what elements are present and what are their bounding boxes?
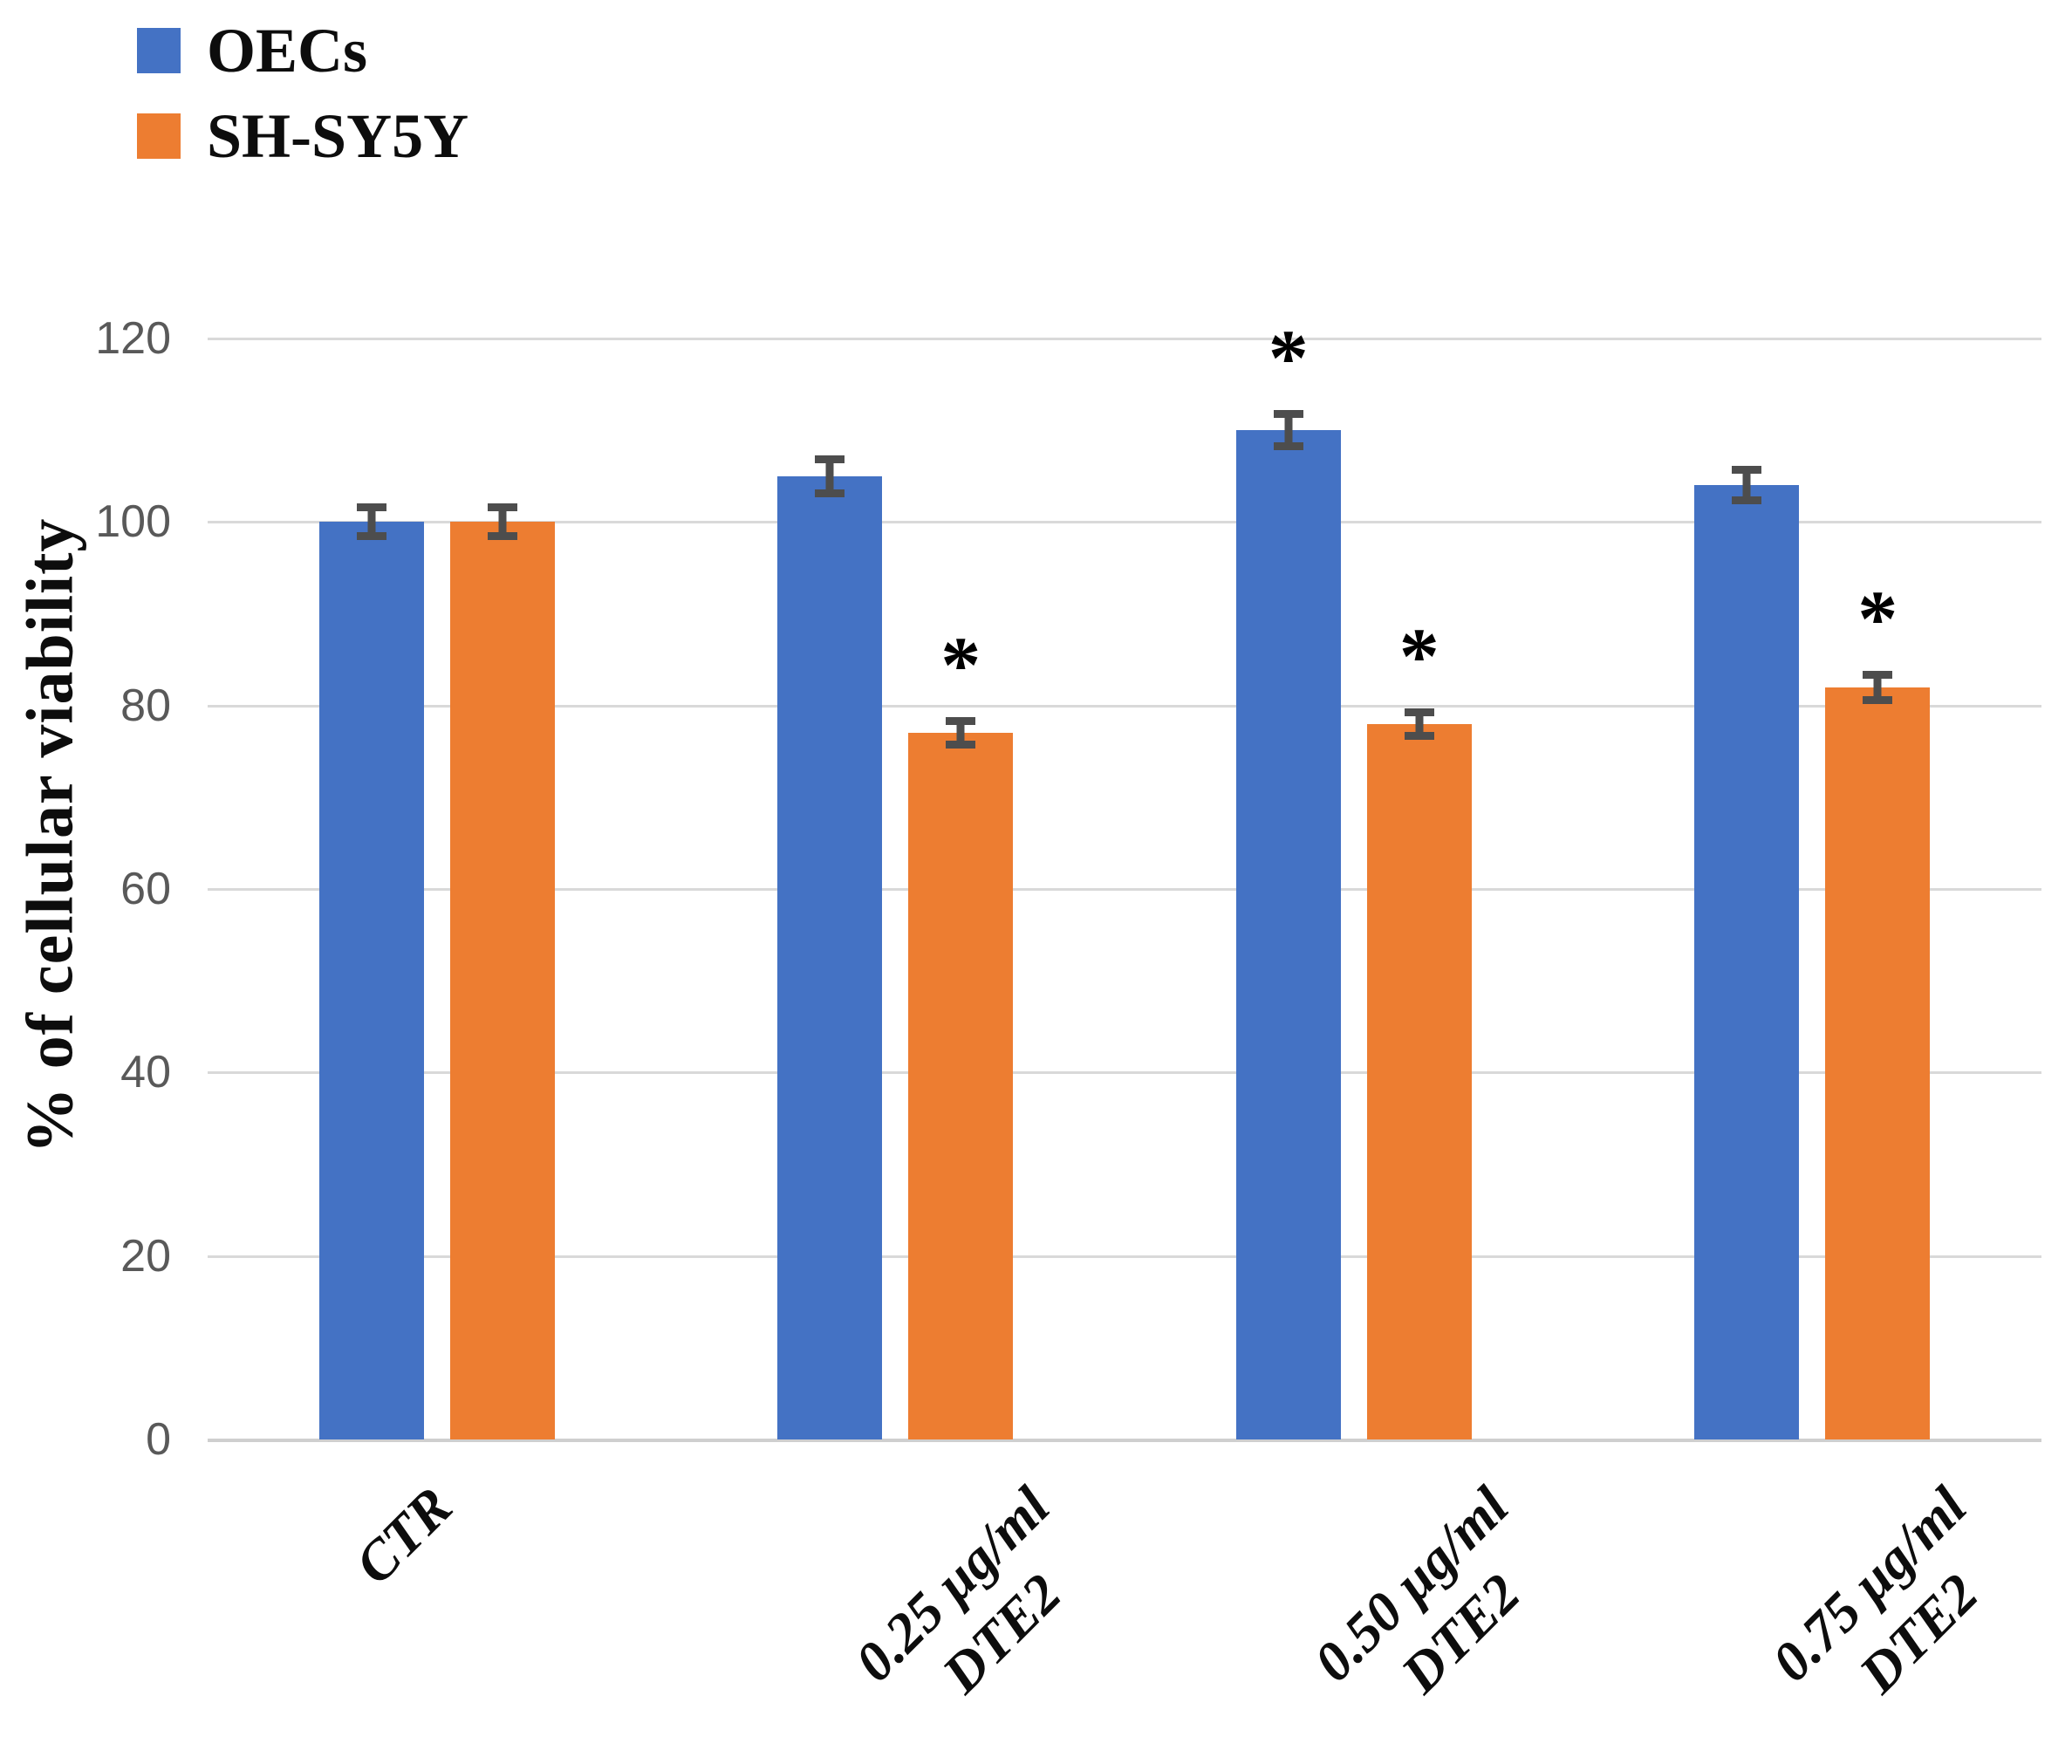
error-bar bbox=[1273, 410, 1303, 451]
gridline-80 bbox=[208, 704, 2041, 708]
gridline-0 bbox=[208, 1439, 2041, 1442]
error-bar-line bbox=[825, 455, 834, 497]
bar-SH-SY5Y-0.50 µg/ml bbox=[1366, 723, 1472, 1439]
error-bar-cap-bottom bbox=[1404, 731, 1434, 740]
gridline-20 bbox=[208, 1255, 2041, 1258]
y-tick-label-80: 80 bbox=[120, 680, 171, 731]
plot-area: * * * * bbox=[208, 318, 2041, 1442]
error-bar-cap-top bbox=[1404, 708, 1434, 716]
significance-asterisk: * bbox=[1398, 611, 1439, 701]
error-bar-cap-bottom bbox=[356, 532, 386, 541]
legend-label-shsy5y: SH-SY5Y bbox=[207, 101, 469, 171]
x-axis-label-CTR: CTR bbox=[343, 1474, 464, 1596]
bar-OECs-0.25 µg/ml bbox=[777, 475, 883, 1439]
error-bar bbox=[815, 455, 845, 497]
y-tick-label-0: 0 bbox=[146, 1414, 171, 1465]
error-bar-line bbox=[1742, 466, 1751, 505]
y-tick-label-60: 60 bbox=[120, 864, 171, 914]
x-axis-label-0.75 µg/ml: 0.75 µg/ml DTE2 bbox=[1760, 1474, 1990, 1705]
legend-swatch-shsy5y bbox=[137, 113, 181, 159]
error-bar-line bbox=[1873, 670, 1882, 704]
y-tick-label-100: 100 bbox=[95, 496, 171, 548]
error-bar-cap-top bbox=[487, 503, 517, 512]
legend: OECs SH-SY5Y bbox=[137, 19, 468, 190]
error-bar bbox=[946, 717, 976, 749]
error-bar bbox=[356, 503, 386, 541]
error-bar-cap-bottom bbox=[946, 741, 976, 749]
error-bar-line bbox=[498, 503, 507, 541]
error-bar bbox=[1404, 708, 1434, 740]
significance-asterisk: * bbox=[1857, 573, 1898, 663]
bar-OECs-CTR bbox=[318, 522, 424, 1439]
legend-item-shsy5y: SH-SY5Y bbox=[137, 105, 468, 168]
bar-SH-SY5Y-0.75 µg/ml bbox=[1825, 687, 1931, 1439]
y-tick-label-20: 20 bbox=[120, 1230, 171, 1282]
error-bar-cap-bottom bbox=[487, 532, 517, 541]
x-axis-label-0.50 µg/ml: 0.50 µg/ml DTE2 bbox=[1302, 1474, 1532, 1705]
bar-OECs-0.50 µg/ml bbox=[1235, 430, 1341, 1439]
x-axis-label-0.25 µg/ml: 0.25 µg/ml DTE2 bbox=[843, 1474, 1073, 1705]
gridline-40 bbox=[208, 1071, 2041, 1075]
bar-SH-SY5Y-0.25 µg/ml bbox=[908, 733, 1014, 1439]
error-bar bbox=[1863, 670, 1893, 704]
error-bar-line bbox=[367, 503, 376, 541]
error-bar-cap-top bbox=[1732, 466, 1762, 475]
error-bar-cap-top bbox=[1273, 410, 1303, 419]
error-bar-cap-bottom bbox=[1732, 496, 1762, 505]
error-bar-cap-top bbox=[356, 503, 386, 512]
error-bar bbox=[487, 503, 517, 541]
y-tick-label-120: 120 bbox=[95, 313, 171, 364]
error-bar-cap-bottom bbox=[1273, 442, 1303, 451]
error-bar-cap-top bbox=[1863, 670, 1893, 679]
legend-swatch-oecs bbox=[137, 28, 181, 73]
legend-item-oecs: OECs bbox=[137, 19, 468, 82]
error-bar-cap-bottom bbox=[815, 489, 845, 497]
error-bar-line bbox=[956, 717, 965, 749]
error-bar-cap-top bbox=[815, 455, 845, 463]
error-bar-cap-top bbox=[946, 717, 976, 726]
bar-SH-SY5Y-CTR bbox=[449, 522, 555, 1439]
error-bar-cap-bottom bbox=[1863, 695, 1893, 704]
bar-OECs-0.75 µg/ml bbox=[1694, 485, 1800, 1439]
error-bar-line bbox=[1284, 410, 1293, 451]
significance-asterisk: * bbox=[1268, 313, 1309, 403]
legend-label-oecs: OECs bbox=[207, 16, 368, 85]
gridline-60 bbox=[208, 888, 2041, 891]
gridline-120 bbox=[208, 338, 2041, 340]
error-bar bbox=[1732, 466, 1762, 505]
gridline-100 bbox=[208, 521, 2041, 524]
error-bar-line bbox=[1415, 708, 1424, 740]
y-tick-label-40: 40 bbox=[120, 1047, 171, 1098]
significance-asterisk: * bbox=[940, 620, 981, 710]
